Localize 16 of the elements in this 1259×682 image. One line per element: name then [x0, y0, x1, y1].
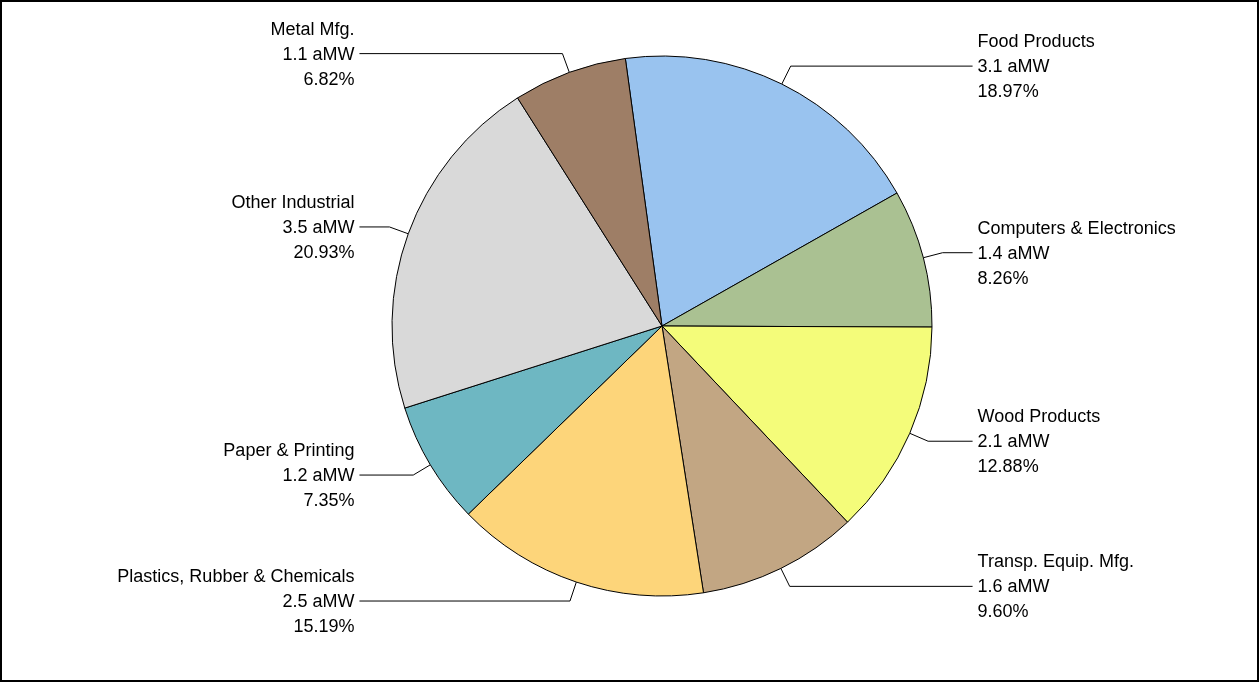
slice-label: Food Products	[977, 31, 1095, 52]
data-label: 1.6 aMW 9.60%	[977, 576, 1050, 622]
data-label: 3.1 aMW 18.97%	[977, 56, 1050, 102]
data-label: 2.1 aMW 12.88%	[977, 431, 1050, 477]
slice-label: Paper & Printing	[223, 440, 355, 461]
data-label: 2.5 aMW 15.19%	[282, 591, 355, 637]
data-label: 1.1 aMW 6.82%	[282, 43, 355, 89]
data-label: 1.2 aMW 7.35%	[282, 465, 355, 511]
slice-label: Wood Products	[977, 406, 1101, 427]
slice-label: Computers & Electronics	[977, 217, 1176, 238]
data-label: 1.4 aMW 8.26%	[977, 242, 1050, 288]
slice-label: Metal Mfg.	[270, 18, 355, 39]
data-label: 3.5 aMW 20.93%	[282, 216, 355, 262]
slice-label: Transp. Equip. Mfg.	[977, 551, 1134, 572]
slice-label: Other Industrial	[231, 191, 355, 212]
slice-label: Plastics, Rubber & Chemicals	[117, 566, 355, 587]
